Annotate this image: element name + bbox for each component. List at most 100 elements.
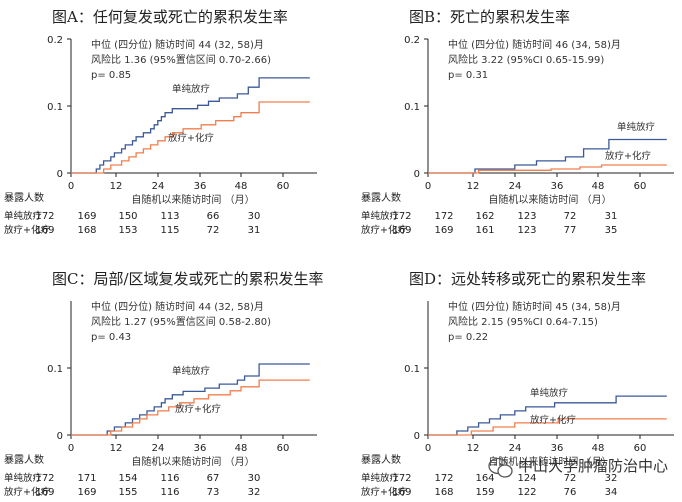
wechat-icon <box>488 457 513 478</box>
panel-title: 图D：远处转移或死亡的累积发生率 <box>409 270 646 288</box>
watermark-text: 中山大学肿瘤防治中心 <box>518 457 668 475</box>
series-label: 放疗+化疗 <box>168 132 214 144</box>
x-tick-label: 60 <box>277 443 290 454</box>
at-risk-row-label: 单纯放疗 <box>4 472 43 484</box>
series-line-rt-ct <box>71 379 310 436</box>
series-label: 放疗+化疗 <box>530 414 576 426</box>
at-risk-value: 169 <box>392 487 411 498</box>
at-risk-header: 暴露人数 <box>361 453 401 466</box>
stat-line: 中位 (四分位) 随访时间 44 (32, 58)月 <box>91 300 264 313</box>
y-tick-label: 0.2 <box>404 35 420 46</box>
x-tick-label: 0 <box>68 181 74 192</box>
x-tick-label: 36 <box>551 181 564 192</box>
at-risk-value: 32 <box>248 487 261 498</box>
at-risk-value: 72 <box>207 225 220 236</box>
stat-line: 风险比 2.15 (95%CI 0.64-7.15) <box>448 315 598 328</box>
at-risk-value: 34 <box>605 487 618 498</box>
at-risk-value: 168 <box>77 225 96 236</box>
x-tick-label: 48 <box>235 181 248 192</box>
at-risk-value: 67 <box>207 473 220 484</box>
x-tick-label: 36 <box>194 181 207 192</box>
at-risk-value: 172 <box>35 473 54 484</box>
at-risk-value: 169 <box>392 225 411 236</box>
at-risk-value: 164 <box>475 473 494 484</box>
series-label: 单纯放疗 <box>172 365 211 377</box>
at-risk-value: 116 <box>160 473 179 484</box>
at-risk-value: 122 <box>517 487 536 498</box>
panel-title: 图B：死亡的累积发生率 <box>409 8 570 26</box>
stat-line: 风险比 3.22 (95%CI 0.65-15.99) <box>448 53 604 66</box>
at-risk-value: 172 <box>392 473 411 484</box>
at-risk-value: 72 <box>564 473 577 484</box>
at-risk-value: 72 <box>564 211 577 222</box>
y-tick-label: 0.1 <box>404 364 420 375</box>
x-tick-label: 12 <box>110 181 123 192</box>
series-line-single-rt <box>71 77 310 174</box>
series-label: 单纯放疗 <box>172 83 211 95</box>
series-label: 单纯放疗 <box>617 121 656 133</box>
x-axis-title: 自随机以来随访时间 （月） <box>131 455 254 468</box>
stat-line: 中位 (四分位) 随访时间 44 (32, 58)月 <box>91 38 264 51</box>
stat-line: p= 0.85 <box>91 70 131 81</box>
x-tick-label: 60 <box>277 181 290 192</box>
at-risk-value: 172 <box>35 211 54 222</box>
at-risk-value: 31 <box>605 211 618 222</box>
at-risk-value: 172 <box>434 211 453 222</box>
at-risk-value: 123 <box>517 211 536 222</box>
x-axis-title: 自随机以来随访时间 （月） <box>488 193 611 206</box>
at-risk-value: 76 <box>564 487 577 498</box>
y-tick-label: 0 <box>57 169 63 180</box>
x-tick-label: 36 <box>551 443 564 454</box>
at-risk-value: 172 <box>392 211 411 222</box>
series-line-single-rt <box>428 138 667 174</box>
at-risk-value: 154 <box>118 473 137 484</box>
at-risk-value: 169 <box>35 487 54 498</box>
at-risk-row-label: 放疗+化疗 <box>4 486 50 498</box>
at-risk-value: 150 <box>118 211 137 222</box>
at-risk-row-label: 放疗+化疗 <box>361 224 407 236</box>
x-tick-label: 60 <box>634 181 647 192</box>
at-risk-value: 161 <box>475 225 494 236</box>
at-risk-value: 169 <box>77 487 96 498</box>
at-risk-value: 30 <box>248 211 261 222</box>
x-axis-title: 自随机以来随访时间 （月） <box>488 455 611 468</box>
watermark: 中山大学肿瘤防治中心 <box>488 457 668 478</box>
at-risk-value: 169 <box>35 225 54 236</box>
at-risk-value: 159 <box>475 487 494 498</box>
x-tick-label: 0 <box>425 181 431 192</box>
at-risk-value: 153 <box>118 225 137 236</box>
at-risk-value: 155 <box>118 487 137 498</box>
x-tick-label: 24 <box>509 181 522 192</box>
at-risk-row-label: 单纯放疗 <box>361 472 400 484</box>
at-risk-value: 168 <box>434 487 453 498</box>
x-tick-label: 12 <box>467 181 480 192</box>
at-risk-value: 124 <box>517 473 536 484</box>
at-risk-value: 77 <box>564 225 577 236</box>
x-tick-label: 12 <box>110 443 123 454</box>
series-label: 放疗+化疗 <box>605 150 651 162</box>
y-tick-label: 0 <box>414 169 420 180</box>
stat-line: p= 0.31 <box>448 70 488 81</box>
x-tick-label: 24 <box>509 443 522 454</box>
x-tick-label: 48 <box>235 443 248 454</box>
at-risk-value: 35 <box>605 225 618 236</box>
x-tick-label: 48 <box>592 443 605 454</box>
at-risk-value: 32 <box>605 473 618 484</box>
stat-line: p= 0.22 <box>448 332 488 343</box>
y-tick-label: 0.1 <box>47 364 63 375</box>
x-tick-label: 60 <box>634 443 647 454</box>
at-risk-row-label: 放疗+化疗 <box>4 224 50 236</box>
at-risk-value: 172 <box>434 473 453 484</box>
at-risk-row-label: 单纯放疗 <box>4 210 43 222</box>
series-line-rt-ct <box>428 418 667 436</box>
y-tick-label: 0.1 <box>404 102 420 113</box>
series-line-rt-ct <box>71 101 310 174</box>
at-risk-value: 169 <box>434 225 453 236</box>
x-tick-label: 36 <box>194 443 207 454</box>
at-risk-value: 66 <box>207 211 220 222</box>
at-risk-value: 115 <box>160 225 179 236</box>
x-axis-title: 自随机以来随访时间 （月） <box>131 193 254 206</box>
